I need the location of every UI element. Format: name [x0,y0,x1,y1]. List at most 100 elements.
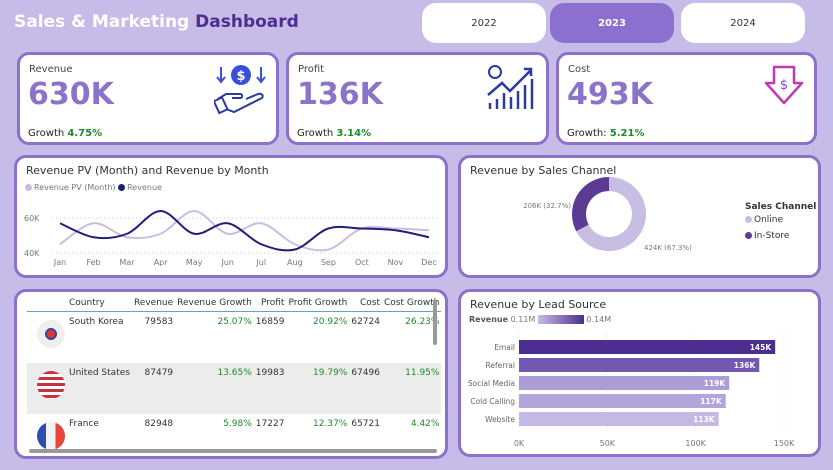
cell: 12.37% [313,418,348,429]
growth-value: 4.75% [67,128,103,139]
sales-channel-donut-chart: Revenue by Sales Channel 424K (67.3%) 206… [458,155,821,278]
x-tick-label: Sep [321,258,336,267]
x-tick-label: 0K [514,439,525,448]
x-tick-label: Nov [388,258,404,267]
cell: 79583 [144,317,174,327]
color-scale-legend: Revenue 0.11M 0.14M [469,315,611,324]
legend-dot [745,216,752,223]
cell: United States [67,362,132,414]
header-profit-growth[interactable]: Profit Growth [286,295,350,312]
cell: 26.23% [405,317,440,327]
donut-slice-online [576,177,646,251]
year-2022-button[interactable]: 2022 [422,3,546,43]
kpi-value: 136K [297,77,383,112]
growth-label: Growth [297,128,334,139]
cell: 4.42% [410,418,440,429]
money-hand-icon: $ [214,65,266,115]
x-tick-label: Jul [255,258,266,267]
kpi-growth: Growth 4.75% [28,128,102,139]
chart-title: Revenue by Lead Source [470,298,607,311]
donut-legend: Sales Channel Online In-Store [745,202,816,241]
header-cost[interactable]: Cost [349,295,382,312]
growth-value: 5.21% [609,128,645,139]
kpi-label: Revenue [29,64,73,75]
x-tick-label: Aug [287,258,303,267]
horizontal-scrollbar[interactable] [29,449,437,453]
year-2023-button[interactable]: 2023 [550,3,674,43]
series-line [59,209,430,252]
table-row[interactable]: France 82948 5.98% 17227 12.37% 65721 4.42% [27,414,441,457]
growth-value: 3.14% [336,128,372,139]
legend-label: Revenue [469,315,509,324]
cell: 16859 [255,317,285,327]
bar-category-label: Social Media [468,379,515,388]
cell: 25.07% [217,317,252,327]
data-label: 206K (32.7%) [523,202,571,210]
title-bold: Dashboard [195,12,299,32]
header-country[interactable]: Country [67,295,132,312]
revenue-month-line-chart: Revenue PV (Month) and Revenue by Month … [14,155,448,278]
legend-dot [745,232,752,239]
cell: 67496 [349,362,382,414]
bar-category-label: Website [485,415,515,424]
header-cost-growth[interactable]: Cost Growth [382,295,442,312]
flag-cell [27,414,67,457]
bar [519,412,719,426]
cell: 65721 [351,418,380,429]
y-tick-label: 40K [24,249,40,258]
bar-data-label: 113K [693,415,716,424]
table-row[interactable]: South Korea 79583 25.07% 16859 20.92% 62724 26… [27,312,441,363]
south-korea-flag-icon [37,320,65,348]
y-tick-label: 60K [24,214,40,223]
growth-label: Growth: [567,128,607,139]
header-revenue-growth[interactable]: Revenue Growth [175,295,254,312]
bar-category-label: Referral [486,361,515,370]
cell: 20.92% [313,317,348,327]
bar-category-label: Cold Calling [470,397,515,406]
kpi-value: 493K [567,77,653,112]
legend-max: 0.14M [586,315,612,324]
legend-min: 0.11M [510,315,536,324]
legend-title: Sales Channel [745,202,817,212]
cell: 5.98% [223,418,252,429]
cell: 19.79% [286,362,350,414]
vertical-scrollbar[interactable] [433,300,437,345]
kpi-growth: Growth: 5.21% [567,128,644,139]
bar-category-label: Email [494,343,515,352]
chart-title: Revenue by Sales Channel [470,164,617,177]
header-revenue[interactable]: Revenue [131,295,176,312]
cell: 19983 [253,362,287,414]
x-tick-label: Jan [53,258,66,267]
title-text: Sales & Marketing [14,12,190,32]
lead-source-bar-chart: Revenue by Lead Source Revenue 0.11M 0.1… [458,289,821,457]
legend-dot [25,184,32,191]
country-table-card: Country Revenue Revenue Growth Profit Pr… [14,289,448,459]
gradient-bar [537,315,584,324]
line-chart-svg: 40K 60K Jan Feb Mar Apr May Jun Jul Aug Sep Oct Nov D… [24,209,439,267]
bar-data-label: 136K [734,361,757,370]
bar-data-label: 119K [704,379,727,388]
x-tick-label: 150K [774,439,795,448]
cell: France [69,418,99,429]
cell: 13.65% [175,362,254,414]
table-row[interactable]: United States 87479 13.65% 19983 19.79% 67496… [27,362,442,414]
x-tick-label: 100K [685,439,706,448]
cell: 87479 [131,362,176,414]
x-tick-label: Mar [120,258,136,267]
growth-label: Growth [28,128,65,139]
x-tick-label: 50K [600,439,616,448]
x-tick-label: May [186,258,203,267]
data-label: 424K (67.3%) [644,244,692,252]
cell: 11.95% [382,362,442,414]
legend-in-store[interactable]: In-Store [754,231,790,241]
header-profit[interactable]: Profit [253,295,287,312]
kpi-label: Profit [298,64,325,75]
year-2024-button[interactable]: 2024 [681,3,805,43]
series-line [59,209,430,252]
country-table: Country Revenue Revenue Growth Profit Pr… [27,295,442,457]
cell: 82948 [144,418,174,429]
legend-online[interactable]: Online [754,215,784,225]
svg-text:$: $ [780,78,788,93]
table-header-row: Country Revenue Revenue Growth Profit Pr… [27,295,442,312]
bar-chart-svg: 0K 50K 100K 150K Email 145K Referral 136K Social… [468,334,795,448]
